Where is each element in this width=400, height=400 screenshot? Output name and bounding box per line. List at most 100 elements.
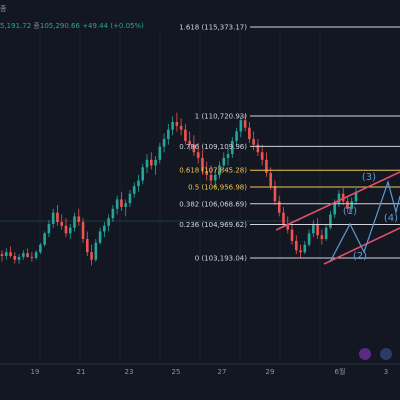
ohlc-readout: 5,191.72 종105,290.66 +49.44 (+0.05%)	[0, 21, 144, 31]
candle	[294, 235, 298, 255]
candle-body	[273, 186, 277, 202]
candle	[277, 195, 281, 217]
wave-path	[329, 179, 400, 263]
candle	[320, 229, 324, 245]
wave-label: (4)	[384, 213, 398, 224]
candle-body	[333, 203, 336, 215]
candle-body	[56, 212, 59, 223]
candle	[124, 199, 127, 217]
candle	[167, 123, 170, 145]
candle	[222, 152, 226, 170]
candle	[243, 114, 247, 132]
candle	[196, 142, 200, 164]
candle-body	[239, 120, 243, 132]
candle-body	[94, 242, 98, 260]
candle-body	[188, 140, 191, 145]
channel-upper	[275, 171, 400, 231]
candle	[269, 167, 272, 190]
candle	[56, 205, 59, 226]
candle-body	[213, 174, 217, 181]
candle	[98, 227, 102, 245]
candle-body	[128, 193, 132, 204]
candle	[115, 195, 119, 215]
candle	[132, 182, 136, 198]
candles	[0, 112, 358, 266]
candle-body	[30, 256, 34, 258]
wave-label: (2)	[353, 251, 367, 262]
candle-body	[171, 122, 174, 130]
channel-lower	[323, 227, 400, 265]
candle-body	[39, 244, 42, 253]
candle	[175, 112, 179, 132]
candle-body	[13, 255, 17, 260]
candle-body	[290, 229, 294, 241]
candle-body	[209, 174, 213, 181]
candle	[39, 242, 42, 255]
candle-body	[145, 159, 149, 168]
candle-body	[256, 144, 260, 153]
candle	[81, 218, 85, 243]
candle-body	[68, 227, 72, 234]
candle-body	[111, 208, 115, 219]
candle	[26, 248, 29, 258]
candle-body	[252, 139, 255, 145]
candle-body	[282, 212, 285, 224]
candle	[312, 220, 315, 238]
candle	[239, 116, 243, 138]
candle-body	[243, 120, 247, 128]
candle	[188, 131, 191, 151]
x-tick-label: 25	[172, 368, 181, 376]
fib-label: 0.618 (107,845.28)	[179, 167, 247, 175]
candle	[145, 154, 149, 173]
candle	[94, 239, 98, 262]
candle	[303, 240, 307, 255]
candle	[256, 139, 260, 157]
x-tick-label: 29	[266, 368, 275, 376]
fib-label: 1 (110,720.93)	[195, 113, 247, 121]
x-tick-label: 6월	[335, 367, 346, 376]
candle-body	[312, 223, 315, 234]
candle	[120, 191, 123, 211]
candle	[107, 214, 110, 232]
candle-body	[167, 129, 170, 140]
candle	[111, 205, 115, 223]
candle	[192, 135, 196, 157]
candle-body	[196, 152, 200, 158]
candle	[307, 229, 311, 247]
candle	[43, 231, 46, 247]
ohlc-left-value: 5,191.72	[0, 22, 32, 30]
candle-body	[235, 131, 238, 141]
candle-body	[107, 218, 110, 226]
candle-body	[26, 253, 29, 257]
candle	[273, 180, 277, 206]
candle-body	[120, 199, 123, 207]
candle-body	[90, 252, 93, 260]
candle-body	[286, 223, 290, 230]
candle	[201, 150, 204, 175]
candle	[341, 188, 345, 206]
change-value: +49.44 (+0.05%)	[82, 22, 144, 30]
candle-body	[350, 201, 354, 209]
candle-body	[115, 199, 119, 209]
fib-label: 0 (103,193.04)	[195, 255, 247, 263]
lightning-icon[interactable]	[359, 348, 371, 360]
candle-body	[324, 227, 328, 240]
candle-body	[218, 165, 221, 175]
candle	[235, 127, 238, 145]
x-tick-label: 21	[77, 368, 86, 376]
candle	[86, 231, 89, 256]
candle-body	[9, 252, 12, 256]
candle-body	[149, 159, 153, 166]
candle	[68, 223, 72, 240]
candle-body	[175, 122, 179, 126]
fib-label: 0.382 (106,068.69)	[179, 200, 247, 208]
candle-body	[269, 172, 272, 187]
flag-icon[interactable]	[380, 348, 392, 360]
candle	[17, 254, 21, 264]
candle	[141, 163, 145, 185]
candle	[9, 246, 12, 258]
elliott-wave: (1) (2) (3) (4)	[329, 172, 400, 263]
candle	[171, 116, 174, 136]
